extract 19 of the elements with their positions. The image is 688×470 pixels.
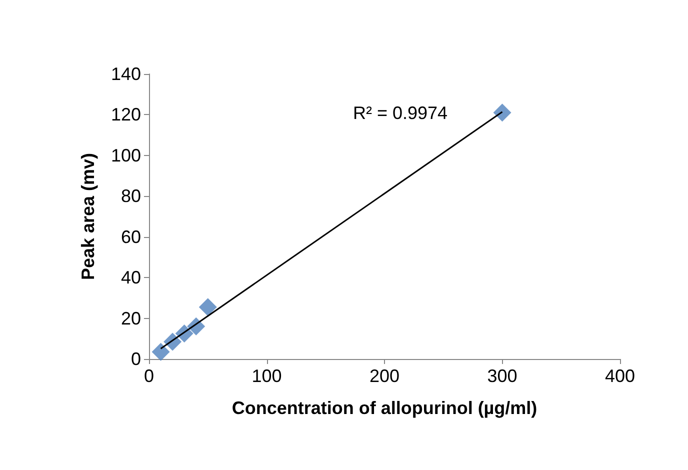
y-tick-label: 20 bbox=[120, 308, 141, 328]
point bbox=[152, 342, 170, 361]
x-tick-label: 400 bbox=[604, 366, 636, 386]
x-axis-title: Concentration of allopurinol (µg/ml) bbox=[232, 398, 538, 418]
x-tick-label: 0 bbox=[144, 366, 154, 386]
y-tick-label: 40 bbox=[120, 268, 141, 288]
y-tick-label: 80 bbox=[120, 186, 141, 206]
point bbox=[493, 104, 512, 122]
annotation: R² = 0.9974 bbox=[353, 103, 448, 123]
x-tick-label: 200 bbox=[369, 366, 400, 386]
point bbox=[198, 298, 217, 316]
x-tick-label: 100 bbox=[252, 366, 282, 386]
y-tick-label: 140 bbox=[110, 64, 141, 84]
y-tick-label: 60 bbox=[120, 226, 141, 247]
y-tick-label: 120 bbox=[110, 104, 141, 125]
x-tick-label: 300 bbox=[487, 366, 518, 386]
y-tick-label: 100 bbox=[110, 145, 141, 166]
y-tick-label: 0 bbox=[130, 349, 141, 369]
y-axis-title: Peak area (mv) bbox=[78, 152, 98, 280]
